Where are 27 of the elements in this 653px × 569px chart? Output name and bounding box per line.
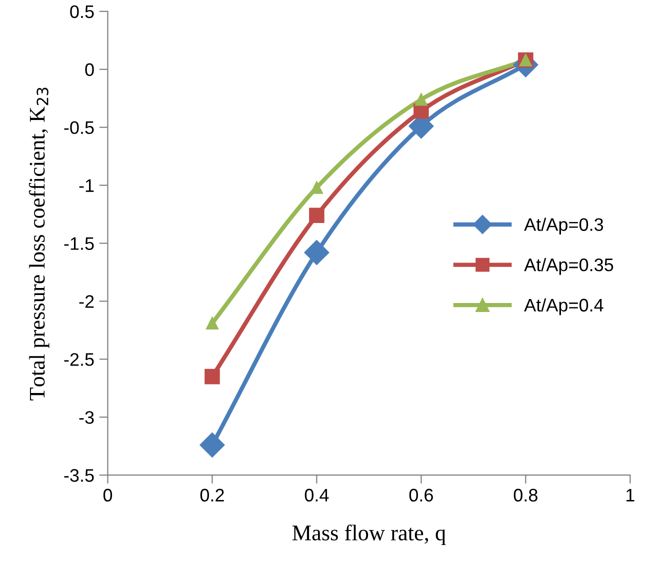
point [200,432,225,458]
point [414,103,429,119]
y-tick-label: 0 [85,63,94,76]
legend-label: At/Ap=0.4 [524,298,604,316]
x-tick-label: 1 [626,488,634,502]
y-tick-label: -1 [79,179,94,192]
point [309,208,324,224]
y-tick-label: -1.5 [64,237,94,250]
x-tick-label: 0.2 [200,488,224,502]
y-tick-label: -3 [79,411,94,424]
y-tick-label: -0.5 [64,121,94,134]
y-axis-title: Total pressure loss coefficient, K$_{23}$ [28,88,50,400]
legend-label: At/Ap=0.35 [524,258,614,275]
x-tick-label: 0.8 [514,488,538,502]
point [414,93,428,106]
point [304,240,330,265]
x-tick-label: 0.6 [409,488,433,502]
y-tick-label: -2 [79,295,94,308]
point [206,316,218,330]
y-tick-label: 0.5 [70,5,94,18]
legend-label: At/Ap=0.3 [524,218,604,235]
y-tick-label: -2.5 [64,353,94,366]
x-axis-title: Mass flow rate, q [292,524,446,545]
point [204,368,220,384]
x-tick-label: 0.4 [304,488,329,502]
y-tick-label: -3.5 [64,469,94,482]
x-tick-label: 0 [103,488,112,502]
